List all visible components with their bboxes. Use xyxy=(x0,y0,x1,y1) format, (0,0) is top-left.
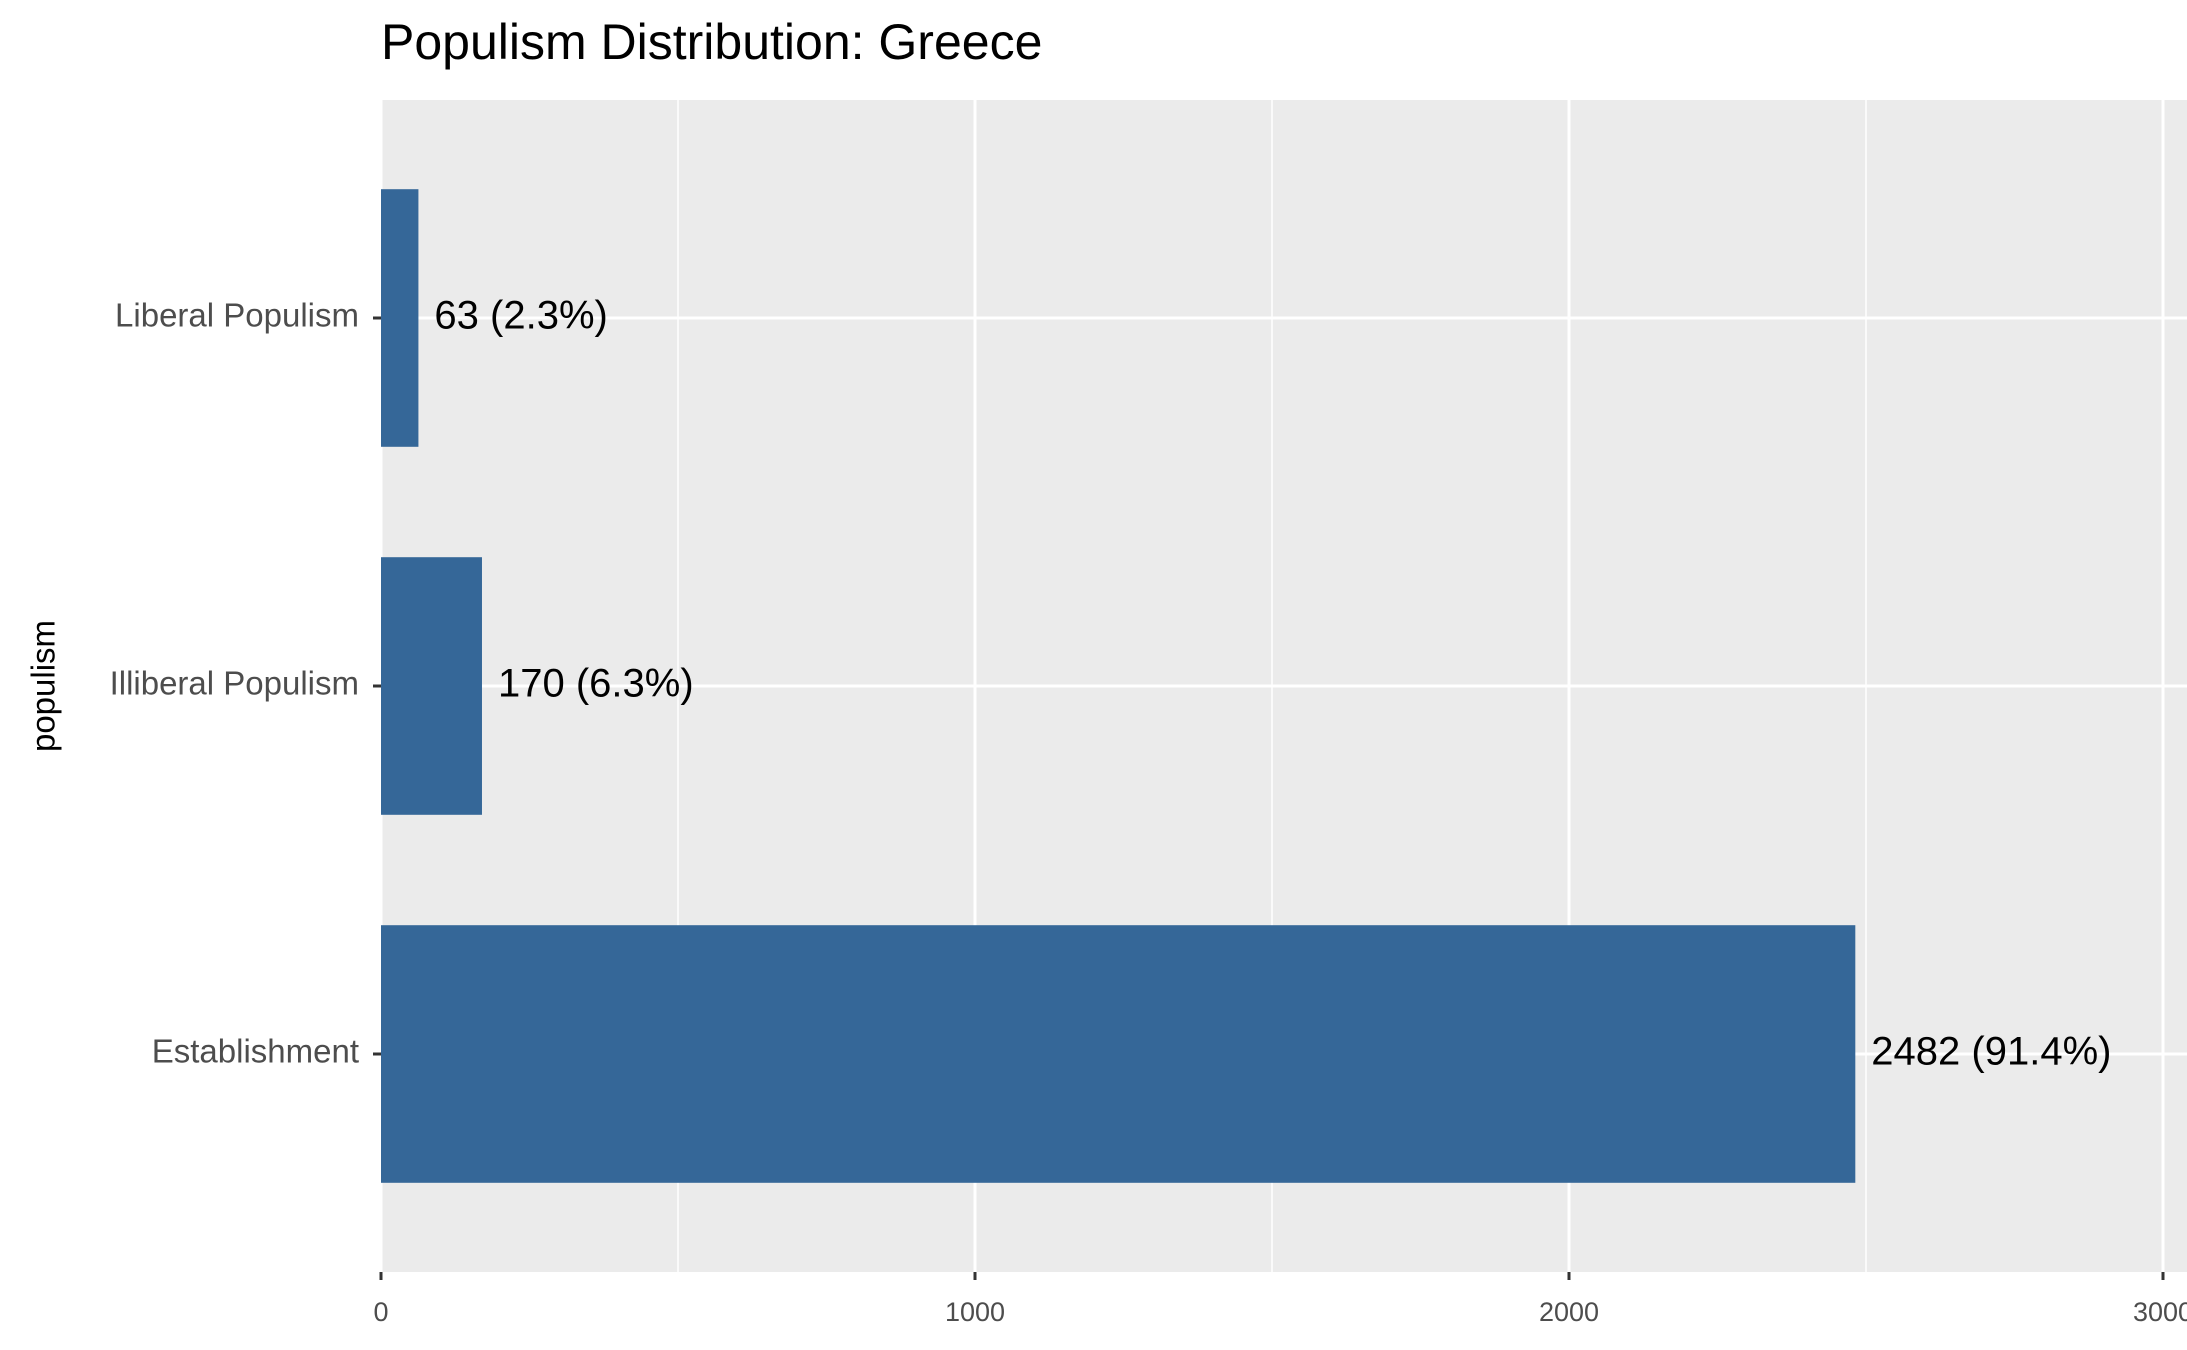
y-tick-label: Illiberal Populism xyxy=(110,665,359,702)
x-tick-label: 0 xyxy=(373,1297,388,1327)
value-label: 63 (2.3%) xyxy=(434,294,607,338)
bar xyxy=(381,557,482,815)
value-label: 170 (6.3%) xyxy=(498,662,694,706)
bar xyxy=(381,189,419,447)
y-axis-label: populism xyxy=(25,620,62,752)
y-tick-label: Establishment xyxy=(152,1033,359,1070)
chart-title: Populism Distribution: Greece xyxy=(381,14,1042,70)
y-tick-label: Liberal Populism xyxy=(115,297,359,334)
x-tick-label: 1000 xyxy=(945,1297,1005,1327)
bar xyxy=(381,925,1856,1183)
x-tick-label: 3000 xyxy=(2133,1297,2187,1327)
x-tick-label: 2000 xyxy=(1539,1297,1599,1327)
value-label: 2482 (91.4%) xyxy=(1871,1030,2111,1074)
